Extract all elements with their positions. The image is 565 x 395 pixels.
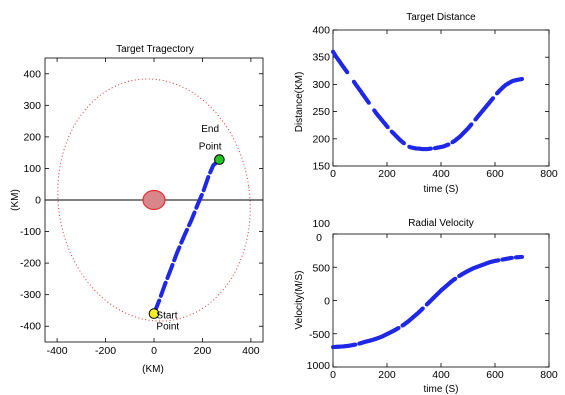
trajectory-center-marker <box>142 189 166 211</box>
velocity-ylabel: Velocity(M/S) <box>294 271 305 330</box>
distance-xtick-label: 600 <box>486 168 504 180</box>
distance-ytick-label: 250 <box>312 106 330 118</box>
trajectory-ytick-label: 300 <box>23 100 41 112</box>
distance-plot-area: 0 200 400 600 800 400 350 300 250 200 150 <box>312 25 557 181</box>
trajectory-ytick-label: 100 <box>23 163 41 175</box>
distance-chart: Target Distance time (S) Distance(KM) 0 2… <box>294 12 558 195</box>
trajectory-annotation: Point <box>156 321 179 332</box>
velocity-xtick-label: 200 <box>378 369 396 381</box>
velocity-point <box>509 255 514 260</box>
distance-point <box>401 141 406 146</box>
distance-xtick-label: 200 <box>378 168 396 180</box>
trajectory-annotation: Start <box>156 310 177 321</box>
distance-point <box>469 122 474 127</box>
distance-point <box>428 146 433 151</box>
velocity-point <box>520 254 524 259</box>
distance-ylabel: Distance(KM) <box>294 72 305 133</box>
trajectory-annotation: Point <box>199 142 222 153</box>
trajectory-xlabel: (KM) <box>142 364 164 375</box>
distance-point <box>520 77 524 81</box>
distance-point <box>345 70 350 75</box>
velocity-title: Radial Velocity <box>408 218 474 229</box>
velocity-point <box>420 306 425 311</box>
velocity-xtick-label: 400 <box>432 369 450 381</box>
trajectory-chart: Target Tragectory (KM) (KM) -400 -200 0 200… <box>10 44 264 375</box>
trajectory-xtick-label: 200 <box>194 345 212 357</box>
distance-ytick-label: 150 <box>312 161 330 173</box>
velocity-ytick-label: 1000 <box>307 360 331 372</box>
velocity-ytick-label: -500 <box>309 329 330 341</box>
trajectory-title: Target Tragectory <box>116 44 194 55</box>
trajectory-ytick-label: 200 <box>23 131 41 143</box>
velocity-ytick-label: 0 <box>316 232 322 244</box>
trajectory-xtick-label: 0 <box>151 345 157 357</box>
distance-ytick-label: 200 <box>312 133 330 145</box>
distance-point <box>385 125 390 130</box>
velocity-xtick-label: 0 <box>330 369 336 381</box>
distance-xtick-label: 0 <box>330 168 336 180</box>
velocity-point <box>396 326 401 330</box>
trajectory-ytick-label: -100 <box>20 226 41 238</box>
trajectory-plot-area: -400 -200 0 200 400 400 300 200 100 0 -100 -200 -300… <box>20 57 264 357</box>
velocity-xtick-label: 600 <box>486 369 504 381</box>
distance-xtick-label: 400 <box>432 168 450 180</box>
distance-title: Target Distance <box>406 12 476 23</box>
trajectory-end-point <box>214 154 225 165</box>
velocity-point <box>353 342 358 347</box>
distance-ytick-label: 350 <box>312 52 330 64</box>
distance-ytick-label: 300 <box>312 79 330 91</box>
velocity-ytick-label: 100 <box>312 218 330 230</box>
distance-point <box>366 100 371 105</box>
velocity-ytick-label: 0 <box>324 296 330 308</box>
trajectory-ylabel: (KM) <box>10 189 21 211</box>
velocity-chart: Radial Velocity time (S) Velocity(M/S) 0… <box>294 218 558 395</box>
velocity-xlabel: time (S) <box>424 384 459 395</box>
trajectory-start-point <box>148 308 160 319</box>
trajectory-ytick-label: -200 <box>20 258 41 270</box>
distance-point <box>446 142 451 147</box>
trajectory-annotation: End <box>201 124 219 135</box>
velocity-point <box>496 258 501 263</box>
velocity-xtick-label: 800 <box>540 369 558 381</box>
velocity-point <box>453 276 458 281</box>
trajectory-xtick-label: 400 <box>242 345 260 357</box>
trajectory-ytick-label: 0 <box>35 195 41 207</box>
distance-point <box>491 96 495 101</box>
trajectory-xtick-label: -200 <box>95 345 116 357</box>
distance-ytick-label: 400 <box>312 25 330 37</box>
trajectory-ytick-label: -300 <box>20 289 41 301</box>
trajectory-ytick-label: -400 <box>20 321 41 333</box>
trajectory-path <box>152 157 222 316</box>
velocity-frame <box>332 233 550 368</box>
velocity-ytick-label: 500 <box>312 262 330 274</box>
trajectory-xtick-label: -400 <box>47 345 68 357</box>
trajectory-ytick-label: 400 <box>23 68 41 80</box>
distance-xtick-label: 800 <box>540 168 558 180</box>
distance-xlabel: time (S) <box>424 184 459 195</box>
